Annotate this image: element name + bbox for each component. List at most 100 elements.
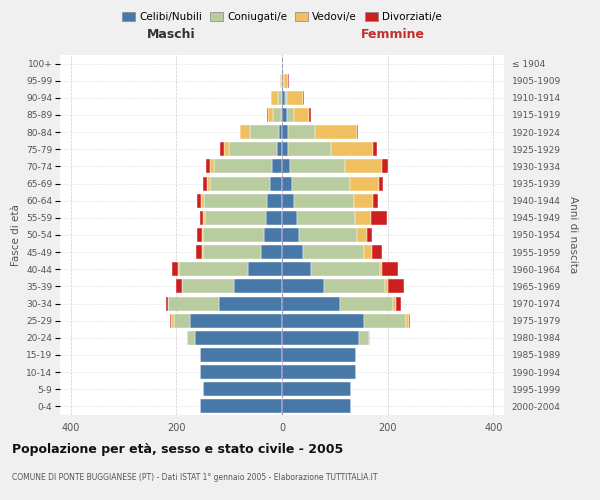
Bar — [283, 74, 284, 88]
Y-axis label: Fasce di età: Fasce di età — [11, 204, 20, 266]
Bar — [367, 228, 372, 242]
Bar — [173, 314, 190, 328]
Text: Popolazione per età, sesso e stato civile - 2005: Popolazione per età, sesso e stato civil… — [12, 442, 343, 456]
Bar — [355, 211, 371, 225]
Bar — [364, 245, 372, 259]
Bar — [357, 228, 367, 242]
Bar — [287, 108, 293, 122]
Bar — [200, 400, 282, 413]
Bar — [331, 142, 373, 156]
Bar — [271, 176, 282, 190]
Bar — [205, 211, 266, 225]
Bar — [409, 314, 410, 328]
Bar — [207, 176, 209, 190]
Bar — [268, 108, 273, 122]
Bar — [176, 280, 182, 293]
Bar — [289, 125, 315, 139]
Bar — [303, 245, 364, 259]
Bar — [282, 194, 293, 207]
Bar — [282, 211, 297, 225]
Bar — [282, 348, 356, 362]
Bar — [203, 228, 263, 242]
Bar — [170, 314, 171, 328]
Bar — [206, 160, 210, 173]
Bar — [282, 382, 351, 396]
Bar — [203, 176, 207, 190]
Bar — [290, 160, 346, 173]
Bar — [346, 160, 382, 173]
Bar — [203, 211, 205, 225]
Bar — [284, 91, 287, 105]
Bar — [203, 382, 282, 396]
Bar — [202, 228, 203, 242]
Text: Femmine: Femmine — [361, 28, 425, 42]
Bar — [282, 125, 289, 139]
Bar — [315, 125, 357, 139]
Bar — [280, 74, 281, 88]
Bar — [171, 314, 173, 328]
Bar — [311, 262, 380, 276]
Bar — [200, 211, 203, 225]
Bar — [266, 108, 268, 122]
Bar — [187, 331, 195, 345]
Bar — [299, 228, 357, 242]
Bar — [220, 142, 224, 156]
Y-axis label: Anni di nascita: Anni di nascita — [568, 196, 578, 274]
Bar — [169, 296, 218, 310]
Bar — [197, 228, 202, 242]
Bar — [284, 74, 289, 88]
Bar — [340, 296, 393, 310]
Bar — [240, 125, 250, 139]
Bar — [303, 91, 304, 105]
Bar — [287, 91, 303, 105]
Bar — [282, 56, 283, 70]
Bar — [372, 245, 382, 259]
Bar — [385, 280, 388, 293]
Bar — [382, 262, 398, 276]
Bar — [235, 280, 282, 293]
Bar — [209, 176, 271, 190]
Bar — [289, 142, 331, 156]
Bar — [293, 194, 355, 207]
Bar — [190, 314, 282, 328]
Bar — [350, 176, 379, 190]
Bar — [273, 108, 281, 122]
Bar — [324, 280, 385, 293]
Bar — [281, 74, 282, 88]
Bar — [263, 228, 282, 242]
Bar — [355, 194, 373, 207]
Bar — [395, 296, 401, 310]
Bar — [282, 176, 292, 190]
Bar — [382, 160, 388, 173]
Bar — [282, 245, 303, 259]
Bar — [179, 262, 248, 276]
Legend: Celibi/Nubili, Coniugati/e, Vedovi/e, Divorziati/e: Celibi/Nubili, Coniugati/e, Vedovi/e, Di… — [118, 8, 446, 26]
Bar — [196, 245, 202, 259]
Bar — [282, 142, 289, 156]
Bar — [292, 176, 350, 190]
Bar — [166, 296, 169, 310]
Bar — [248, 262, 282, 276]
Bar — [272, 160, 282, 173]
Bar — [214, 160, 272, 173]
Bar — [282, 280, 324, 293]
Bar — [359, 331, 369, 345]
Bar — [282, 331, 359, 345]
Bar — [281, 108, 282, 122]
Bar — [271, 91, 278, 105]
Bar — [203, 245, 261, 259]
Bar — [371, 211, 386, 225]
Bar — [282, 400, 351, 413]
Bar — [197, 194, 201, 207]
Bar — [369, 331, 370, 345]
Bar — [210, 160, 214, 173]
Bar — [282, 91, 284, 105]
Bar — [172, 262, 178, 276]
Bar — [357, 125, 358, 139]
Bar — [282, 262, 311, 276]
Bar — [200, 365, 282, 379]
Bar — [282, 108, 287, 122]
Bar — [406, 314, 409, 328]
Bar — [261, 245, 282, 259]
Bar — [204, 194, 267, 207]
